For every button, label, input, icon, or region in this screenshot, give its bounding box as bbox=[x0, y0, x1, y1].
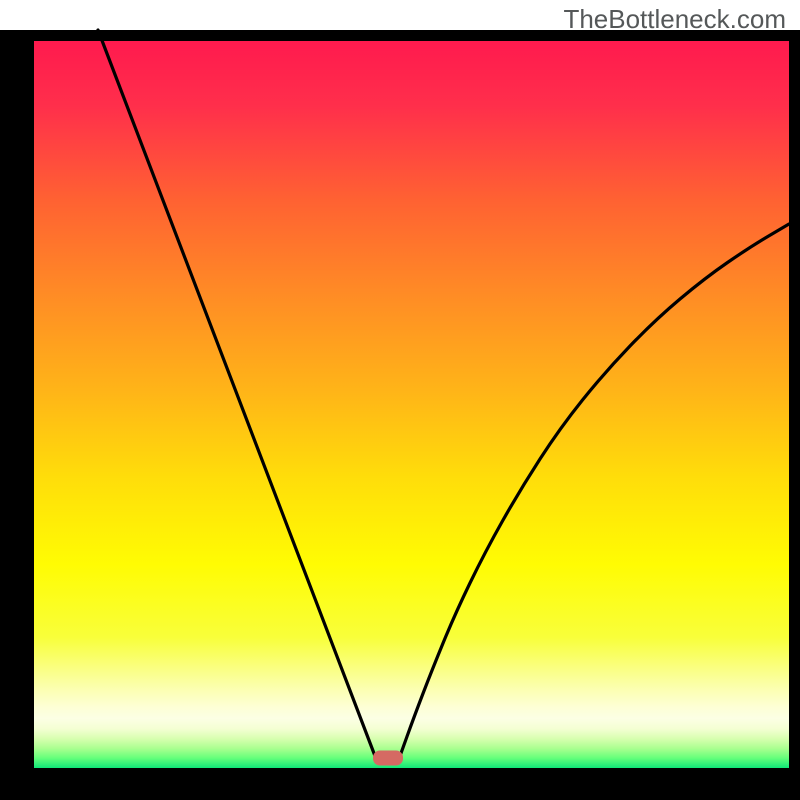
optimal-marker bbox=[373, 751, 403, 766]
curve-layer bbox=[0, 0, 800, 800]
watermark-text: TheBottleneck.com bbox=[563, 4, 786, 35]
chart-canvas: TheBottleneck.com bbox=[0, 0, 800, 800]
bottleneck-curve bbox=[98, 30, 789, 759]
